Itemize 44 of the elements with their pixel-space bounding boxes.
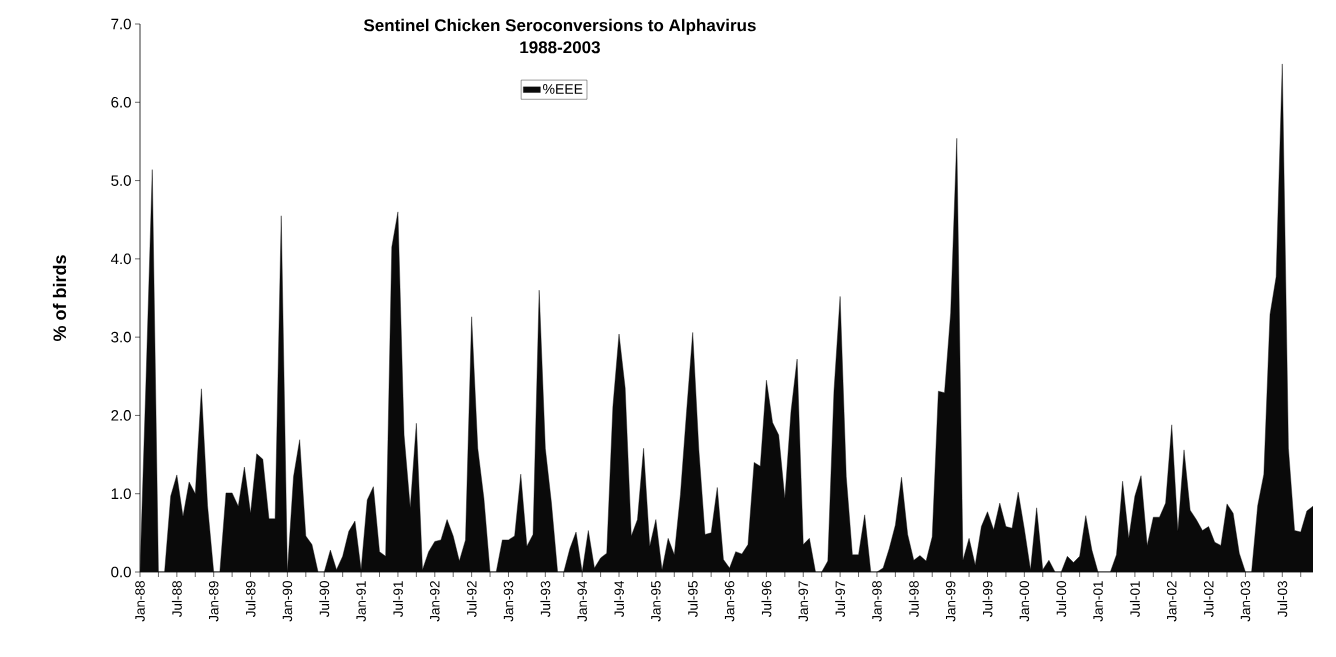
x-tick-label: Jul-02 [1203,581,1214,618]
x-tick-label: Jul-97 [835,581,846,618]
y-tick-label: 7.0 [111,18,131,30]
x-tick-label: Jan-93 [503,581,514,622]
y-tick-label: 2.0 [111,410,131,421]
y-tick-label: 1.0 [111,488,131,500]
x-tick-label: Jul-00 [1056,581,1067,618]
x-tick-label: Jan-97 [798,581,809,622]
text: 1988-2003 [520,41,600,54]
x-tick-label: Jan-95 [651,581,661,622]
x-tick-label: Jan-89 [208,581,219,622]
x-tick-label: Jul-91 [392,581,403,618]
x-tick-label: Jul-96 [761,581,772,618]
y-axis-title: % of birds [52,255,67,342]
x-tick-label: Jul-89 [245,581,256,618]
x-tick-label: Jan-88 [135,581,145,622]
x-tick-label: Jul-95 [687,581,698,618]
x-tick-label: Jan-02 [1166,581,1177,622]
x-tick-label: Jul-90 [319,581,330,618]
x-tick-label: Jul-03 [1277,581,1288,618]
x-tick-label: Jul-93 [540,581,551,618]
x-tick-label: Jan-90 [282,581,293,622]
x-tick-label: Jul-98 [908,581,919,618]
y-tick-label: 6.0 [111,96,131,108]
y-tick-label: 3.0 [111,331,131,343]
x-tick-label: Jan-94 [577,580,587,622]
y-tick-label: 4.0 [110,253,131,265]
x-tick-label: Jan-91 [356,581,366,622]
x-tick-label: Jul-88 [171,581,182,618]
x-tick-label: Jul-92 [466,581,477,618]
x-tick-label: Jul-99 [982,581,993,618]
x-tick-label: Jan-01 [1093,581,1103,622]
x-tick-label: Jan-00 [1019,581,1030,622]
x-tick-label: Jan-96 [724,581,735,622]
chart-title: Sentinel Chicken Seroconversions to Alphavirus [363,18,756,35]
x-tick-label: Jul-94 [614,580,624,618]
x-tick-label: Jan-98 [872,581,882,622]
y-tick-label: 5.0 [111,175,131,186]
y-tick-label: 0.0 [111,566,131,578]
x-tick-label: Jul-01 [1129,581,1140,618]
x-tick-label: Jan-92 [430,581,440,622]
x-tick-label: Jan-03 [1240,581,1251,622]
x-tick-label: Jan-99 [945,581,956,622]
legend-label: %EEE [543,84,583,94]
